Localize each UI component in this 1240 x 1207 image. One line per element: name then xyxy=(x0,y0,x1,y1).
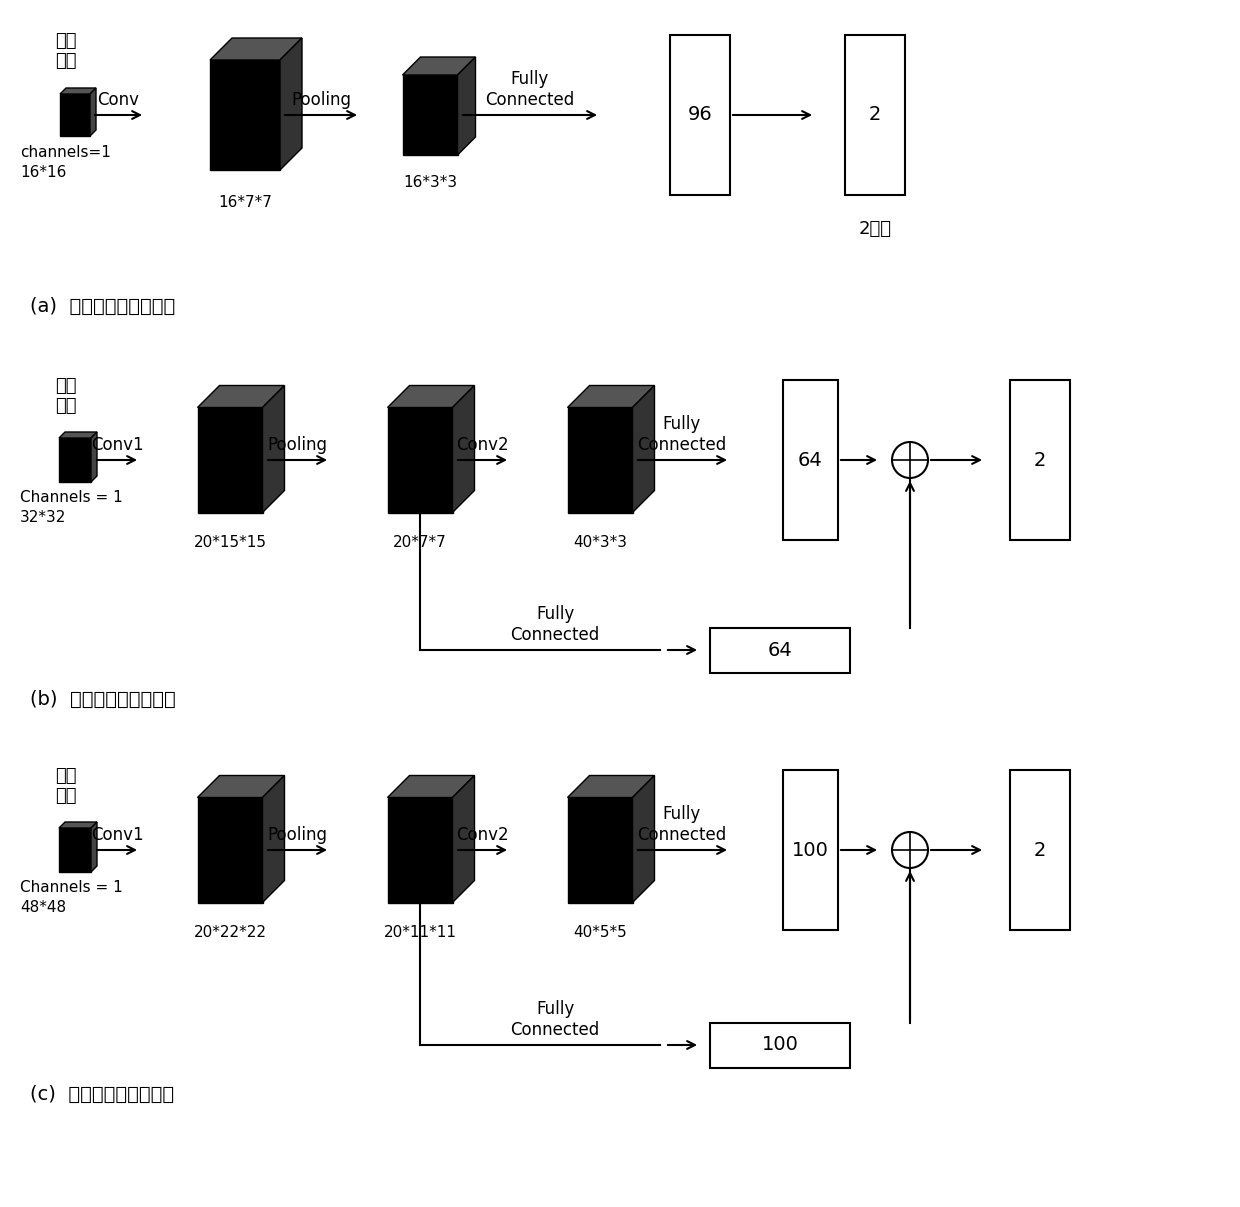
Polygon shape xyxy=(60,822,97,828)
Text: 图片: 图片 xyxy=(55,787,77,805)
Text: 20*22*22: 20*22*22 xyxy=(193,925,267,940)
Text: 2: 2 xyxy=(869,105,882,124)
Polygon shape xyxy=(263,385,284,513)
Text: Channels = 1: Channels = 1 xyxy=(20,880,123,896)
Text: 输入: 输入 xyxy=(55,33,77,49)
Bar xyxy=(782,380,837,540)
Text: 64: 64 xyxy=(797,450,822,470)
Text: 16*3*3: 16*3*3 xyxy=(403,175,458,189)
Polygon shape xyxy=(91,822,97,871)
Text: 图像: 图像 xyxy=(55,52,77,70)
Text: 100: 100 xyxy=(761,1036,799,1055)
Bar xyxy=(844,35,905,196)
Text: 输入: 输入 xyxy=(55,766,77,785)
Text: Pooling: Pooling xyxy=(291,91,351,109)
Text: Conv: Conv xyxy=(97,91,139,109)
Polygon shape xyxy=(60,432,97,438)
Polygon shape xyxy=(387,385,475,408)
Text: 100: 100 xyxy=(791,840,828,859)
Text: Conv1: Conv1 xyxy=(91,436,144,454)
Polygon shape xyxy=(568,385,655,408)
Polygon shape xyxy=(280,37,303,170)
Polygon shape xyxy=(568,798,632,903)
Text: Conv1: Conv1 xyxy=(91,826,144,844)
Polygon shape xyxy=(197,408,263,513)
Bar xyxy=(782,770,837,931)
Text: 输入: 输入 xyxy=(55,377,77,395)
Text: 40*5*5: 40*5*5 xyxy=(573,925,627,940)
Text: 20*7*7: 20*7*7 xyxy=(393,535,446,550)
Polygon shape xyxy=(458,57,475,154)
Text: 40*3*3: 40*3*3 xyxy=(573,535,627,550)
Text: 2分类: 2分类 xyxy=(858,220,892,238)
Polygon shape xyxy=(197,385,284,408)
Text: 2: 2 xyxy=(1034,450,1047,470)
Text: 16*7*7: 16*7*7 xyxy=(218,196,272,210)
Bar xyxy=(711,628,849,672)
Polygon shape xyxy=(210,60,280,170)
Text: Fully
Connected: Fully Connected xyxy=(637,415,727,454)
Bar xyxy=(711,1022,849,1067)
Bar xyxy=(1011,380,1070,540)
Polygon shape xyxy=(263,776,284,903)
Text: channels=1: channels=1 xyxy=(20,145,110,161)
Text: 图片: 图片 xyxy=(55,397,77,415)
Polygon shape xyxy=(403,75,458,154)
Bar xyxy=(1011,770,1070,931)
Text: Channels = 1: Channels = 1 xyxy=(20,490,123,505)
Polygon shape xyxy=(453,776,475,903)
Polygon shape xyxy=(197,776,284,798)
Polygon shape xyxy=(91,432,97,482)
Bar xyxy=(60,828,91,871)
Text: Fully
Connected: Fully Connected xyxy=(511,1001,600,1039)
Text: 32*32: 32*32 xyxy=(20,511,67,525)
Text: 20*11*11: 20*11*11 xyxy=(383,925,456,940)
Polygon shape xyxy=(453,385,475,513)
Text: Conv2: Conv2 xyxy=(455,826,508,844)
Circle shape xyxy=(892,442,928,478)
Polygon shape xyxy=(387,798,453,903)
Text: Conv2: Conv2 xyxy=(455,436,508,454)
Polygon shape xyxy=(387,776,475,798)
Text: (c)  人头检测第三级网络: (c) 人头检测第三级网络 xyxy=(30,1085,174,1104)
Text: 20*15*15: 20*15*15 xyxy=(193,535,267,550)
Bar xyxy=(60,438,91,482)
Text: 96: 96 xyxy=(688,105,712,124)
Text: (a)  人头检测第一级网络: (a) 人头检测第一级网络 xyxy=(30,297,175,316)
Polygon shape xyxy=(210,37,303,60)
Polygon shape xyxy=(568,776,655,798)
Polygon shape xyxy=(60,88,95,94)
Text: Fully
Connected: Fully Connected xyxy=(637,805,727,844)
Text: Fully
Connected: Fully Connected xyxy=(511,605,600,645)
Text: 48*48: 48*48 xyxy=(20,900,66,915)
Polygon shape xyxy=(632,776,655,903)
Polygon shape xyxy=(197,798,263,903)
Polygon shape xyxy=(387,408,453,513)
Text: 16*16: 16*16 xyxy=(20,165,67,180)
Text: 2: 2 xyxy=(1034,840,1047,859)
Polygon shape xyxy=(91,88,95,136)
Polygon shape xyxy=(632,385,655,513)
Text: Fully
Connected: Fully Connected xyxy=(485,70,574,109)
Bar xyxy=(670,35,730,196)
Circle shape xyxy=(892,832,928,868)
Polygon shape xyxy=(568,408,632,513)
Text: Pooling: Pooling xyxy=(267,436,327,454)
Bar xyxy=(60,94,91,136)
Text: (b)  人头网络第二级网络: (b) 人头网络第二级网络 xyxy=(30,690,176,709)
Text: 64: 64 xyxy=(768,641,792,659)
Text: Pooling: Pooling xyxy=(267,826,327,844)
Polygon shape xyxy=(403,57,475,75)
